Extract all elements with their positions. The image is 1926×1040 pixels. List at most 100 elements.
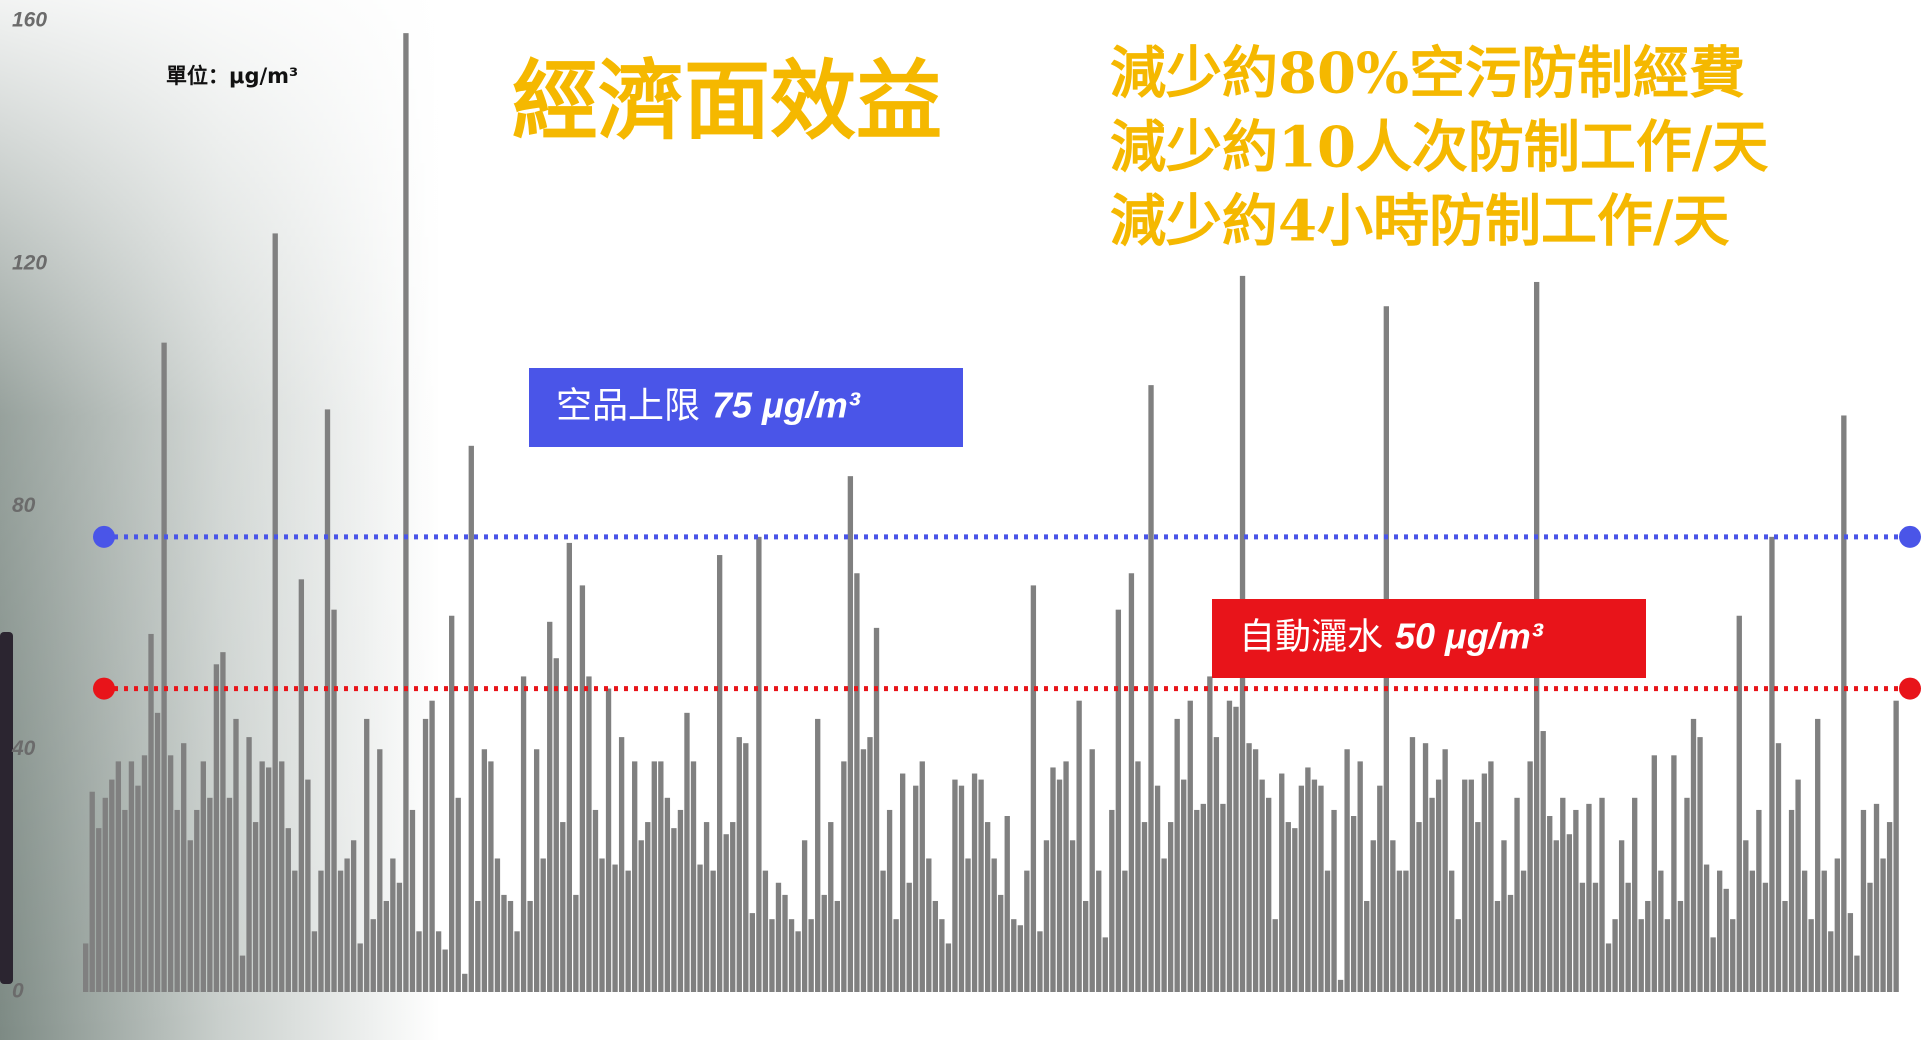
bar [1102,937,1108,992]
reference-dot [1899,525,1921,548]
bar [1468,779,1474,992]
bar [873,627,880,992]
bar [808,919,814,992]
bar [756,536,762,992]
bar [1795,779,1801,992]
bar [226,797,233,992]
bar [1821,870,1827,992]
bar [540,858,546,992]
bar [1566,834,1573,992]
reference-value: 75 μg/m³ [712,384,861,425]
bar [854,573,860,992]
bar [1220,803,1226,992]
bar [1357,761,1363,992]
bar [625,870,631,992]
bar [396,882,403,992]
bar [1350,816,1357,992]
bar [422,718,429,992]
bar [991,858,997,992]
bar [1069,840,1076,992]
bar [1618,840,1625,992]
bar [638,840,644,992]
bar [1004,816,1010,992]
bar [115,761,122,992]
bar [507,900,514,992]
bar [1592,882,1599,992]
bar [318,870,324,992]
side-panel [0,632,13,984]
bar [1488,761,1494,992]
bar [939,919,945,992]
annotation: 減少約10人次防制工作/天 [1110,115,1768,181]
bar [285,828,291,992]
bar [788,919,795,992]
bar [723,834,729,992]
y-tick-label: 0 [12,980,24,1003]
bar [1390,840,1396,992]
bar [1547,816,1553,992]
bar [1056,779,1063,992]
bar [1873,803,1880,992]
bar [292,870,298,992]
bar [527,900,533,992]
bar [906,882,912,992]
bar [1161,858,1167,992]
bar [1782,900,1788,992]
bar [1435,779,1442,992]
reference-dot [93,677,115,700]
bar [958,785,965,992]
reference-label: 空品上限 75 μg/m³ [556,384,861,426]
bar [1841,415,1847,992]
bar [1409,737,1416,992]
bar [102,797,108,992]
bar [1599,797,1605,992]
bar [684,712,690,992]
bar [560,822,566,992]
bar [1730,919,1736,992]
bar [932,900,939,992]
bar [1553,840,1559,992]
bar [1174,718,1180,992]
bar [1109,809,1115,992]
bar [769,919,775,992]
bar [1233,706,1239,992]
bar [1403,870,1409,992]
bar [1703,864,1710,992]
bar [913,785,919,992]
bar [1801,870,1808,992]
bar [135,785,141,992]
bar [1723,888,1729,992]
bar [429,700,435,992]
bar [841,761,847,992]
bar [599,858,605,992]
bar [514,931,520,992]
bar [971,773,978,992]
bar [984,822,991,992]
bar [782,894,788,992]
reference-dot [93,525,115,548]
bar [1625,882,1631,992]
bar [1272,919,1278,992]
bar [749,913,756,992]
bar [390,858,396,992]
bar [1076,700,1082,992]
bar [1677,900,1684,992]
bar [1259,779,1265,992]
bar [1292,828,1298,992]
bar [1494,900,1501,992]
reference-label: 自動灑水 50 μg/m³ [1239,615,1544,657]
bar [350,840,357,992]
y-tick-label: 160 [12,9,47,32]
bar [880,870,886,992]
bar [213,664,220,992]
bar [1429,797,1435,992]
bar [1769,536,1775,992]
bar [481,749,488,992]
bar [442,949,448,992]
bar [161,342,167,992]
bar [1298,785,1305,992]
bar [965,858,971,992]
bar [1886,822,1893,992]
bar [658,761,664,992]
